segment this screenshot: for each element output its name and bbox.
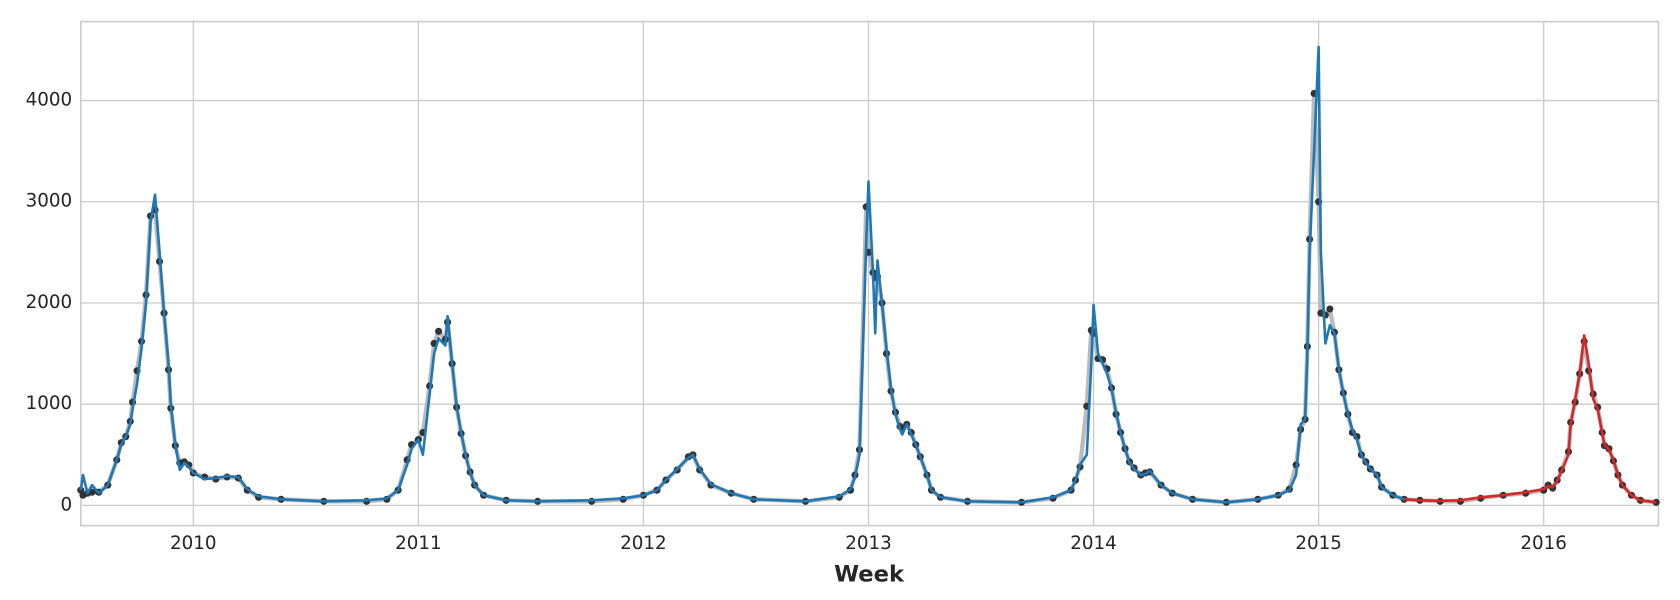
- x-tick-label: 2011: [395, 533, 442, 554]
- y-tick-label: 4000: [26, 90, 73, 111]
- y-tick-label: 3000: [26, 191, 73, 212]
- x-tick-label: 2014: [1070, 533, 1117, 554]
- data-point: [435, 327, 443, 335]
- x-axis-label: Week: [834, 562, 905, 588]
- x-tick-label: 2016: [1520, 533, 1567, 554]
- x-tick-label: 2015: [1295, 533, 1342, 554]
- y-tick-label: 2000: [26, 292, 73, 313]
- x-tick-label: 2010: [170, 533, 217, 554]
- series-line: [79, 45, 1405, 504]
- y-tick-label: 0: [60, 494, 72, 515]
- data-point: [1326, 305, 1334, 313]
- x-tick-label: 2013: [845, 533, 892, 554]
- y-tick-label: 1000: [26, 393, 73, 414]
- x-tick-label: 2012: [620, 533, 667, 554]
- series-line: [1404, 334, 1657, 504]
- plot-frame: [79, 20, 1660, 527]
